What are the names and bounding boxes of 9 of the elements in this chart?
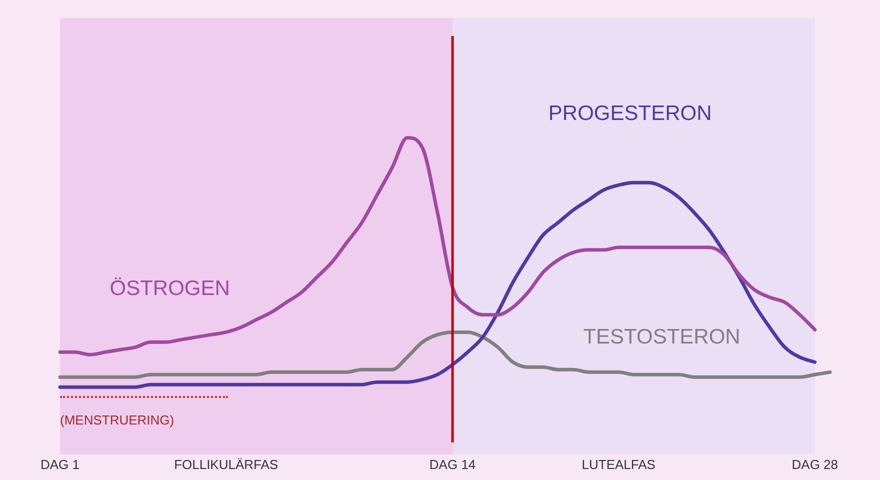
x-tick-label: DAG 1 [40,456,80,472]
x-tick-label: LUTEALFAS [582,456,656,472]
text: PROGESTERON [548,102,712,126]
x-tick-label: DAG 28 [792,456,838,472]
x-tick-label: DAG 14 [429,456,476,472]
series-label: TESTOSTERON [583,326,740,349]
series-label: ÖSTROGEN [110,276,230,300]
text: (MENSTRUERING) [60,412,174,428]
x-tick-label: FOLLIKULÄRFAS [174,456,278,472]
